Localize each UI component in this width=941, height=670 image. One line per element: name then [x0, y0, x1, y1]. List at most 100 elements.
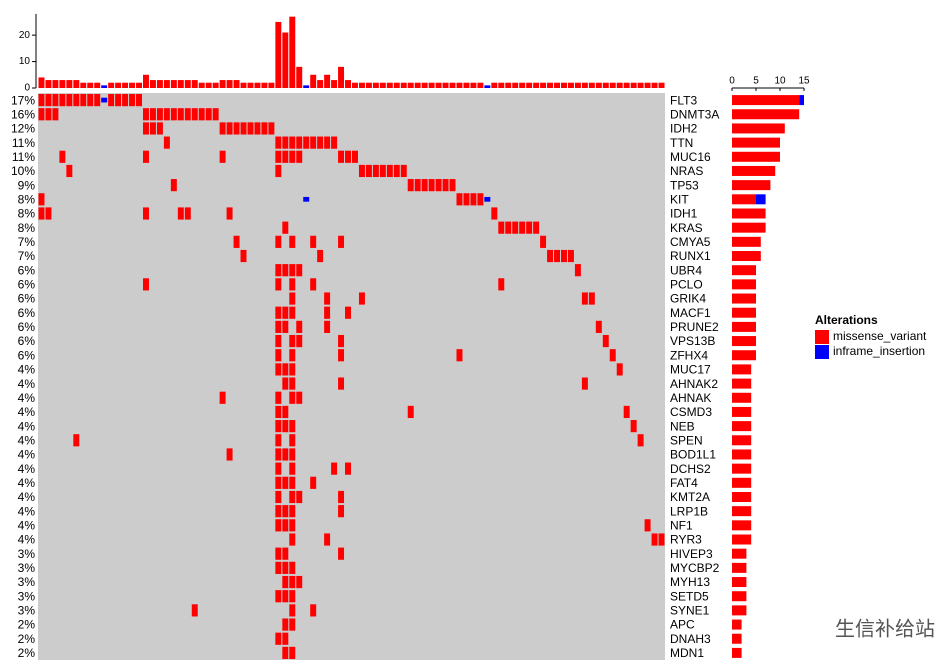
sample-bar — [561, 82, 567, 88]
sample-bar — [310, 74, 317, 88]
sample-bar — [491, 82, 498, 88]
mutation-cell — [310, 235, 317, 248]
y-tick-label: 0 — [24, 83, 30, 94]
mutation-cell — [219, 391, 226, 404]
sample-bar — [191, 80, 198, 88]
percent-label: 4% — [18, 462, 36, 476]
sample-bar — [379, 82, 386, 88]
percent-label: 4% — [18, 433, 36, 447]
watermark: 生信补给站 — [835, 617, 935, 640]
gene-label: VPS13B — [670, 334, 715, 348]
sample-bar — [533, 82, 540, 88]
mutation-cell — [289, 391, 296, 404]
gene-bar — [732, 463, 752, 474]
gene-bar — [732, 222, 766, 233]
x-tick-label: 15 — [798, 76, 810, 87]
percent-label: 4% — [18, 363, 36, 377]
mutation-cell — [219, 122, 226, 135]
mutation-cell — [345, 306, 351, 319]
mutation-cell — [226, 448, 233, 461]
gene-label: AHNAK2 — [670, 377, 718, 391]
mutation-cell — [191, 604, 198, 617]
mutation-cell — [616, 363, 623, 376]
gene-label: FAT4 — [670, 476, 698, 490]
mutation-cell — [289, 533, 296, 546]
mutation-cell — [73, 434, 80, 447]
sample-bar — [658, 82, 665, 88]
mutation-cell — [275, 405, 282, 419]
mutation-cell — [338, 547, 345, 560]
sample-bar — [163, 80, 170, 88]
mutation-cell — [282, 136, 289, 149]
mutation-cell — [282, 306, 289, 319]
mutation-cell — [372, 164, 379, 178]
sample-bar — [442, 82, 449, 88]
mutation-cell — [282, 561, 289, 574]
mutation-cell — [261, 122, 268, 135]
mutation-cell — [289, 420, 296, 433]
mutation-cell — [275, 590, 282, 603]
x-tick-label: 5 — [753, 76, 759, 87]
mutation-cell — [282, 448, 289, 461]
sample-bar — [59, 80, 66, 88]
gene-label: DCHS2 — [670, 462, 711, 476]
sample-bar — [651, 82, 658, 88]
mutation-cell — [407, 179, 414, 192]
sample-bar — [212, 82, 219, 88]
mutation-cell — [226, 122, 233, 135]
sample-bar — [616, 82, 623, 88]
gene-label: SETD5 — [670, 589, 709, 603]
mutation-cell — [289, 136, 296, 149]
mutation-cell — [519, 221, 526, 234]
gene-bar — [732, 577, 747, 588]
gene-label: CMYA5 — [670, 235, 711, 249]
percent-label: 9% — [18, 178, 36, 192]
percent-label: 12% — [11, 122, 35, 136]
mutation-cell — [275, 150, 282, 163]
gene-label: FLT3 — [670, 93, 697, 107]
gene-bar — [732, 435, 752, 446]
percent-label: 6% — [18, 320, 36, 334]
mutation-cell — [289, 264, 296, 277]
sample-bar — [317, 80, 324, 88]
mutation-cell — [282, 476, 289, 489]
sample-bar — [275, 21, 282, 88]
mutation-cell — [282, 320, 289, 333]
percent-label: 16% — [11, 107, 35, 121]
sample-bar — [345, 80, 351, 88]
sample-bar — [484, 85, 491, 88]
mutation-cell — [226, 207, 233, 220]
gene-bar — [732, 251, 761, 262]
mutation-cell — [491, 207, 498, 220]
mutation-cell — [365, 164, 372, 178]
sample-bar — [372, 82, 379, 88]
mutation-cell — [275, 164, 282, 178]
sample-bar — [205, 82, 212, 88]
gene-bar — [732, 619, 742, 630]
gene-label: IDH2 — [670, 122, 698, 136]
gene-bar — [732, 208, 766, 219]
mutation-cell — [275, 476, 282, 489]
percent-label: 10% — [11, 164, 35, 178]
sample-bar — [38, 77, 45, 88]
mutation-cell — [658, 533, 665, 546]
gene-bar — [732, 548, 747, 559]
gene-bar — [732, 336, 756, 347]
mutation-cell — [282, 405, 289, 419]
mutation-cell — [484, 196, 491, 202]
mutation-cell — [108, 94, 115, 107]
mutation-cell — [198, 108, 205, 121]
sample-bar — [456, 82, 463, 88]
gene-bar — [732, 449, 752, 460]
mutation-cell — [275, 561, 282, 574]
gene-label: APC — [670, 618, 695, 632]
gene-label: NRAS — [670, 164, 703, 178]
mutation-cell — [289, 448, 296, 461]
matrix-background — [38, 93, 665, 660]
mutation-cell — [80, 94, 87, 107]
mutation-cell — [94, 94, 101, 107]
percent-label: 2% — [18, 632, 36, 646]
mutation-cell — [143, 207, 149, 220]
gene-label: HIVEP3 — [670, 547, 713, 561]
percent-label: 6% — [18, 306, 36, 320]
